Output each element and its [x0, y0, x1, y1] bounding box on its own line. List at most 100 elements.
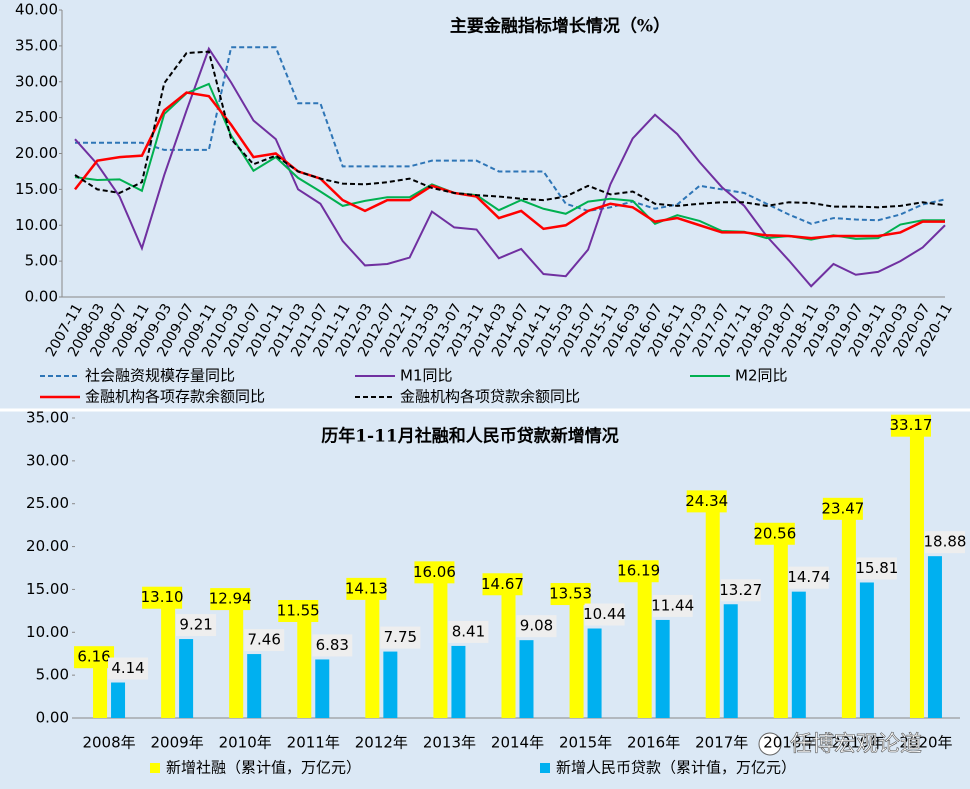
legend-label: M1同比 [400, 367, 453, 385]
bar [161, 605, 176, 718]
line-series [74, 46, 946, 288]
value-label-bg [142, 586, 183, 609]
bar [705, 509, 720, 718]
value-label: 10.44 [583, 605, 626, 623]
value-label: 9.21 [179, 616, 212, 634]
y-tick-label: 20.00 [26, 537, 69, 555]
y-tick-label: 5.00 [25, 252, 58, 270]
y-tick-label: 10.00 [26, 623, 69, 641]
line-series [74, 91, 945, 240]
value-label-bg [550, 583, 591, 606]
bar [519, 640, 534, 718]
value-label: 8.41 [452, 622, 485, 640]
x-tick-label: 2008年 [82, 734, 135, 752]
value-label: 7.46 [247, 631, 280, 649]
watermark-icon [758, 732, 782, 756]
x-tick-label: 2010年 [219, 734, 272, 752]
bar [501, 592, 516, 718]
x-tick-label: 2019年 [831, 734, 884, 752]
y-tick-label: 0.00 [25, 288, 58, 306]
value-label-bg [278, 600, 319, 622]
value-label: 14.74 [787, 568, 830, 586]
bar [229, 607, 244, 718]
x-tick-label: 2017年 [695, 734, 748, 752]
legend-label: 金融机构各项贷款余额同比 [400, 388, 580, 406]
x-tick-label: 2014年 [491, 734, 544, 752]
bar [451, 645, 466, 718]
value-label-bg [890, 414, 931, 437]
x-tick-label: 2012年 [355, 734, 408, 752]
value-label-bg [754, 522, 795, 545]
value-label: 24.34 [685, 492, 728, 510]
x-tick-label: 2009年 [151, 734, 204, 752]
y-tick-label: 5.00 [36, 666, 69, 684]
bar [637, 579, 652, 718]
value-label: 6.83 [316, 636, 349, 654]
legend-label: 社会融资规模存量同比 [85, 367, 235, 385]
value-label-bg [856, 557, 897, 580]
value-label: 20.56 [753, 524, 796, 542]
bar [179, 639, 194, 718]
value-label-bg [482, 573, 523, 596]
value-label: 11.55 [277, 602, 320, 620]
y-tick-label: 15.00 [15, 180, 58, 198]
bar [841, 516, 856, 718]
bar [927, 556, 942, 718]
legend-label: M2同比 [735, 367, 788, 385]
x-tick-label: 2013年 [423, 734, 476, 752]
bar [773, 541, 788, 718]
value-label: 6.16 [77, 648, 110, 666]
value-label-bg [618, 560, 659, 583]
value-label-bg [74, 646, 115, 669]
value-label: 15.81 [855, 559, 898, 577]
value-label-bg [414, 561, 455, 584]
value-label: 14.13 [345, 579, 388, 597]
y-tick-label: 25.00 [15, 108, 58, 126]
value-label-bg [652, 594, 693, 617]
value-label-bg [584, 603, 625, 626]
value-label: 13.27 [719, 581, 762, 599]
value-label-bg [516, 615, 557, 638]
value-label: 23.47 [821, 499, 864, 517]
bar [791, 591, 806, 718]
value-label-bg [380, 626, 421, 649]
value-label-bg [448, 620, 489, 643]
value-label: 4.14 [111, 659, 144, 677]
legend-marker [540, 763, 550, 773]
bar [909, 433, 924, 718]
value-label-bg [244, 629, 285, 652]
value-label: 33.17 [889, 416, 932, 434]
bar [93, 665, 108, 718]
bar [365, 596, 380, 718]
value-label-bg [108, 657, 149, 680]
value-label: 9.08 [520, 617, 553, 635]
legend-label: 新增社融（累计值，万亿元） [166, 759, 361, 777]
y-tick-label: 10.00 [15, 216, 58, 234]
y-tick-label: 30.00 [26, 451, 69, 469]
value-label-bg [686, 490, 727, 513]
line-series [74, 50, 946, 209]
bar [297, 619, 312, 718]
value-label: 16.06 [413, 563, 456, 581]
value-label-bg [720, 579, 761, 602]
y-tick-label: 15.00 [26, 580, 69, 598]
x-tick-label: 2016年 [627, 734, 680, 752]
bar [655, 619, 670, 718]
y-tick-label: 35.00 [15, 36, 58, 54]
x-tick-label: 2018年 [763, 734, 816, 752]
value-label: 16.19 [617, 562, 660, 580]
chart-title: 主要金融指标增长情况（%） [450, 16, 670, 37]
value-label: 13.10 [141, 588, 184, 606]
value-label: 14.67 [481, 575, 524, 593]
chart-title: 历年1-11月社融和人民币贷款新增情况 [321, 426, 619, 447]
y-tick-label: 0.00 [36, 709, 69, 727]
legend-marker [150, 763, 160, 773]
y-tick-label: 20.00 [15, 144, 58, 162]
value-label-bg [210, 588, 251, 611]
y-tick-label: 40.00 [15, 1, 58, 19]
bar [111, 682, 126, 718]
value-label-bg [176, 614, 217, 637]
value-label: 13.53 [549, 585, 592, 603]
y-tick-label: 25.00 [26, 494, 69, 512]
